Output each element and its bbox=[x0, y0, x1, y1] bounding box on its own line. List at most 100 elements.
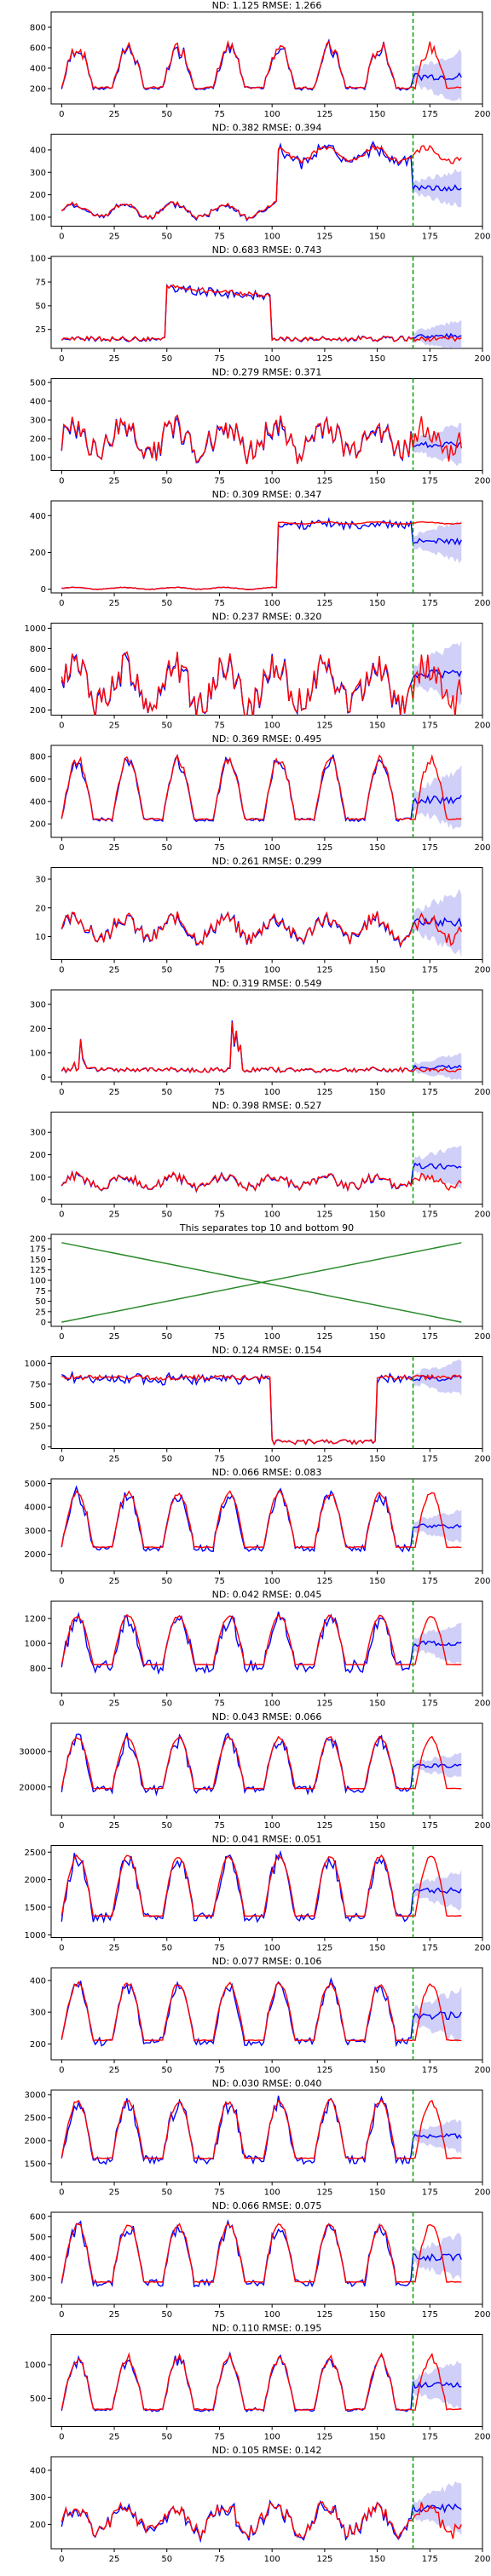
x-tick-label: 200 bbox=[474, 722, 490, 731]
chart-panel-11: This separates top 10 and bottom 900 25 50… bbox=[30, 1222, 491, 1342]
y-tick-label: 200 bbox=[30, 191, 46, 200]
x-tick-label: 200 bbox=[474, 1332, 490, 1342]
x-tick-label: 150 bbox=[369, 2433, 385, 2442]
chart-panel-8: ND: 0.261 RMSE: 0.299 0 25 50 75 100 125 150 175… bbox=[35, 856, 490, 975]
plot-frame bbox=[50, 989, 483, 1083]
x-tick-label: 100 bbox=[264, 1088, 280, 1097]
forecast-interval-band bbox=[413, 1870, 462, 1912]
x-tick-label: 25 bbox=[109, 1699, 120, 1709]
x-tick-label: 200 bbox=[474, 1455, 490, 1464]
actual-line bbox=[61, 414, 462, 464]
x-tick-label: 75 bbox=[214, 2555, 225, 2564]
x-tick-label: 0 bbox=[59, 1821, 64, 1831]
forecast-line bbox=[61, 516, 462, 590]
actual-line bbox=[61, 1490, 462, 1549]
y-tick-label: 300 bbox=[30, 2274, 46, 2283]
x-tick-label: 150 bbox=[369, 1455, 385, 1464]
x-tick-label: 50 bbox=[161, 1699, 172, 1709]
y-tick-label: 400 bbox=[30, 65, 46, 74]
x-tick-label: 200 bbox=[474, 2555, 490, 2564]
x-tick-label: 125 bbox=[316, 1210, 332, 1220]
x-tick-label: 25 bbox=[109, 1577, 120, 1586]
y-tick-label: 100 bbox=[30, 1277, 46, 1286]
y-tick-label: 75 bbox=[35, 1287, 46, 1297]
x-tick-label: 150 bbox=[369, 110, 385, 119]
actual-line bbox=[61, 2501, 462, 2540]
x-tick-label: 125 bbox=[316, 1455, 332, 1464]
x-tick-label: 75 bbox=[214, 233, 225, 242]
x-tick-label: 150 bbox=[369, 1210, 385, 1220]
x-tick-label: 125 bbox=[316, 2555, 332, 2564]
chart-title: ND: 0.369 RMSE: 0.495 bbox=[212, 733, 322, 745]
x-tick-label: 150 bbox=[369, 1821, 385, 1831]
x-tick-label: 25 bbox=[109, 1821, 120, 1831]
x-tick-label: 175 bbox=[422, 477, 438, 486]
x-tick-label: 75 bbox=[214, 2066, 225, 2075]
x-tick-label: 150 bbox=[369, 599, 385, 608]
x-tick-label: 50 bbox=[161, 110, 172, 119]
x-tick-label: 150 bbox=[369, 2310, 385, 2320]
x-tick-label: 200 bbox=[474, 2188, 490, 2198]
x-tick-label: 25 bbox=[109, 843, 120, 853]
actual-line bbox=[61, 2098, 462, 2159]
x-tick-label: 125 bbox=[316, 2188, 332, 2198]
y-tick-label: 600 bbox=[30, 665, 46, 675]
x-tick-label: 25 bbox=[109, 477, 120, 486]
y-tick-label: 2500 bbox=[25, 2113, 46, 2123]
plot-frame bbox=[50, 11, 483, 105]
x-tick-label: 150 bbox=[369, 354, 385, 364]
x-tick-label: 100 bbox=[264, 1577, 280, 1586]
x-tick-label: 200 bbox=[474, 233, 490, 242]
chart-title: ND: 1.125 RMSE: 1.266 bbox=[212, 0, 322, 11]
forecast-interval-band bbox=[413, 764, 462, 831]
y-tick-label: 4000 bbox=[25, 1504, 46, 1513]
chart-panel-17: ND: 0.077 RMSE: 0.106 0 25 50 75 100 125 150 175… bbox=[30, 1956, 491, 2075]
x-tick-label: 50 bbox=[161, 2310, 172, 2320]
plot-frame bbox=[50, 2456, 483, 2550]
x-tick-label: 25 bbox=[109, 2433, 120, 2442]
x-tick-label: 100 bbox=[264, 233, 280, 242]
x-tick-label: 50 bbox=[161, 2555, 172, 2564]
y-tick-label: 200 bbox=[30, 1151, 46, 1160]
y-tick-label: 20000 bbox=[19, 1783, 46, 1792]
x-tick-label: 0 bbox=[59, 477, 64, 486]
chart-title: ND: 0.077 RMSE: 0.106 bbox=[212, 1956, 322, 1967]
y-tick-label: 750 bbox=[30, 1380, 46, 1389]
x-tick-label: 50 bbox=[161, 1332, 172, 1342]
x-tick-label: 125 bbox=[316, 966, 332, 975]
x-tick-label: 0 bbox=[59, 1699, 64, 1709]
chart-panel-9: ND: 0.319 RMSE: 0.549 0 25 50 75 100 125 150 175… bbox=[30, 978, 491, 1097]
forecast-line bbox=[61, 1732, 462, 1797]
y-tick-label: 1000 bbox=[25, 2360, 46, 2370]
forecast-line bbox=[61, 2219, 462, 2288]
x-tick-label: 0 bbox=[59, 233, 64, 242]
y-tick-label: 400 bbox=[30, 512, 46, 521]
chart-panel-20: ND: 0.110 RMSE: 0.195 0 25 50 75 100 125 150 175… bbox=[25, 2323, 491, 2442]
chart-title: ND: 0.398 RMSE: 0.527 bbox=[212, 1101, 322, 1112]
y-tick-label: 200 bbox=[30, 2040, 46, 2050]
x-tick-label: 125 bbox=[316, 843, 332, 853]
x-tick-label: 100 bbox=[264, 1944, 280, 1953]
x-tick-label: 200 bbox=[474, 110, 490, 119]
x-tick-label: 175 bbox=[422, 2066, 438, 2075]
chart-title: ND: 0.683 RMSE: 0.743 bbox=[212, 244, 322, 256]
y-tick-label: 0 bbox=[41, 1196, 46, 1205]
x-tick-label: 50 bbox=[161, 599, 172, 608]
x-tick-label: 50 bbox=[161, 722, 172, 731]
forecast-line bbox=[61, 1485, 462, 1553]
x-tick-label: 25 bbox=[109, 354, 120, 364]
x-tick-label: 75 bbox=[214, 1577, 225, 1586]
x-tick-label: 175 bbox=[422, 110, 438, 119]
x-tick-label: 200 bbox=[474, 2433, 490, 2442]
x-tick-label: 25 bbox=[109, 599, 120, 608]
x-tick-label: 0 bbox=[59, 1577, 64, 1586]
y-tick-label: 400 bbox=[30, 146, 46, 155]
y-tick-label: 300 bbox=[30, 1001, 46, 1010]
y-tick-label: 400 bbox=[30, 2466, 46, 2475]
x-tick-label: 50 bbox=[161, 1577, 172, 1586]
x-tick-label: 0 bbox=[59, 1332, 64, 1342]
x-tick-label: 0 bbox=[59, 1944, 64, 1953]
x-tick-label: 25 bbox=[109, 966, 120, 975]
y-tick-label: 300 bbox=[30, 2493, 46, 2503]
y-tick-label: 200 bbox=[30, 820, 46, 830]
